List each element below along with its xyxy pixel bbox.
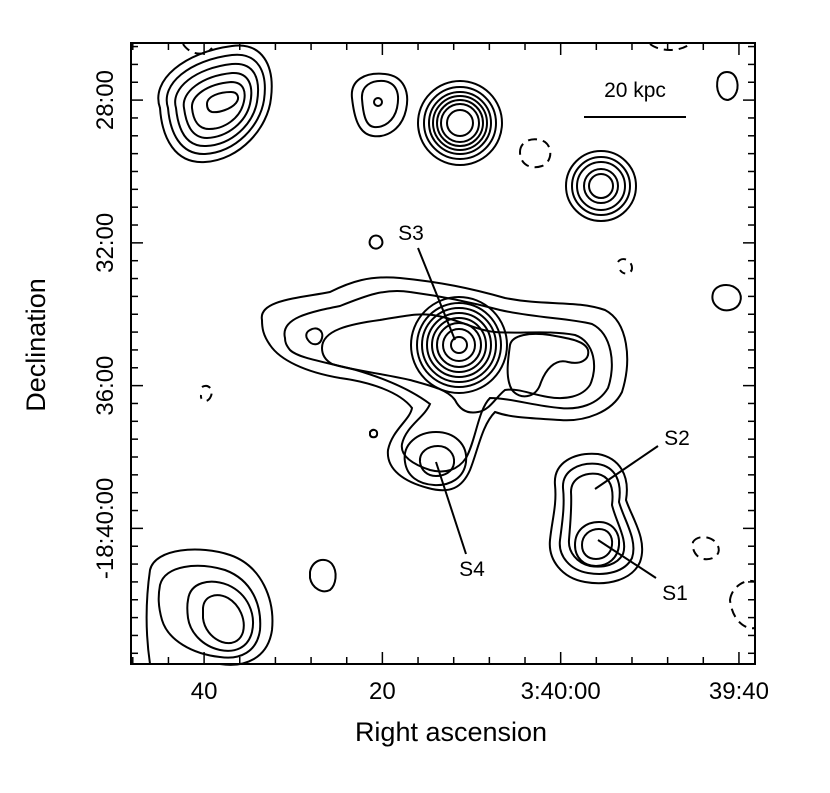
y-tick-label: -18:40:00 xyxy=(92,478,119,579)
source-pointer-s2 xyxy=(594,445,659,490)
contour-group-upper-right xyxy=(565,150,637,222)
y-tick-label: 28:00 xyxy=(92,70,119,130)
contour-group-s1-s2 xyxy=(548,452,644,585)
source-pointer-s4 xyxy=(435,461,467,555)
source-label-s1: S1 xyxy=(662,582,688,605)
axis-ticks xyxy=(131,43,755,664)
contour-group-central xyxy=(260,276,629,492)
source-label-s4: S4 xyxy=(459,558,485,581)
contour-layer xyxy=(145,43,756,666)
contour-group-small xyxy=(309,71,742,593)
contour-group-top-compact xyxy=(417,80,503,166)
y-tick-label: 36:00 xyxy=(92,356,119,416)
axis-tick-labels: 40 20 3:40:00 39:40 28:00 32:00 36:00 -18:40:00 xyxy=(92,70,769,705)
source-label-s2: S2 xyxy=(664,427,690,450)
y-axis-label: Declination xyxy=(21,278,51,412)
contour-group-bottom-left xyxy=(145,548,274,666)
x-tick-label: 3:40:00 xyxy=(521,678,601,705)
y-tick-label: 32:00 xyxy=(92,213,119,273)
x-tick-label: 20 xyxy=(369,678,396,705)
source-pointer-s3 xyxy=(417,247,456,341)
x-tick-label: 39:40 xyxy=(709,678,769,705)
x-tick-label: 40 xyxy=(191,678,218,705)
x-axis-label: Right ascension xyxy=(355,717,547,747)
plot-frame xyxy=(130,42,756,665)
contour-group-top-small xyxy=(350,72,409,138)
scale-bar-label: 20 kpc xyxy=(604,79,666,102)
annotation-layer: 20 kpc S3 S2 S1 S4 xyxy=(398,79,690,605)
source-label-s3: S3 xyxy=(398,222,424,245)
contour-group-top-left xyxy=(157,44,273,164)
source-pointer-s1 xyxy=(597,539,657,579)
contour-group-negative xyxy=(182,43,756,630)
